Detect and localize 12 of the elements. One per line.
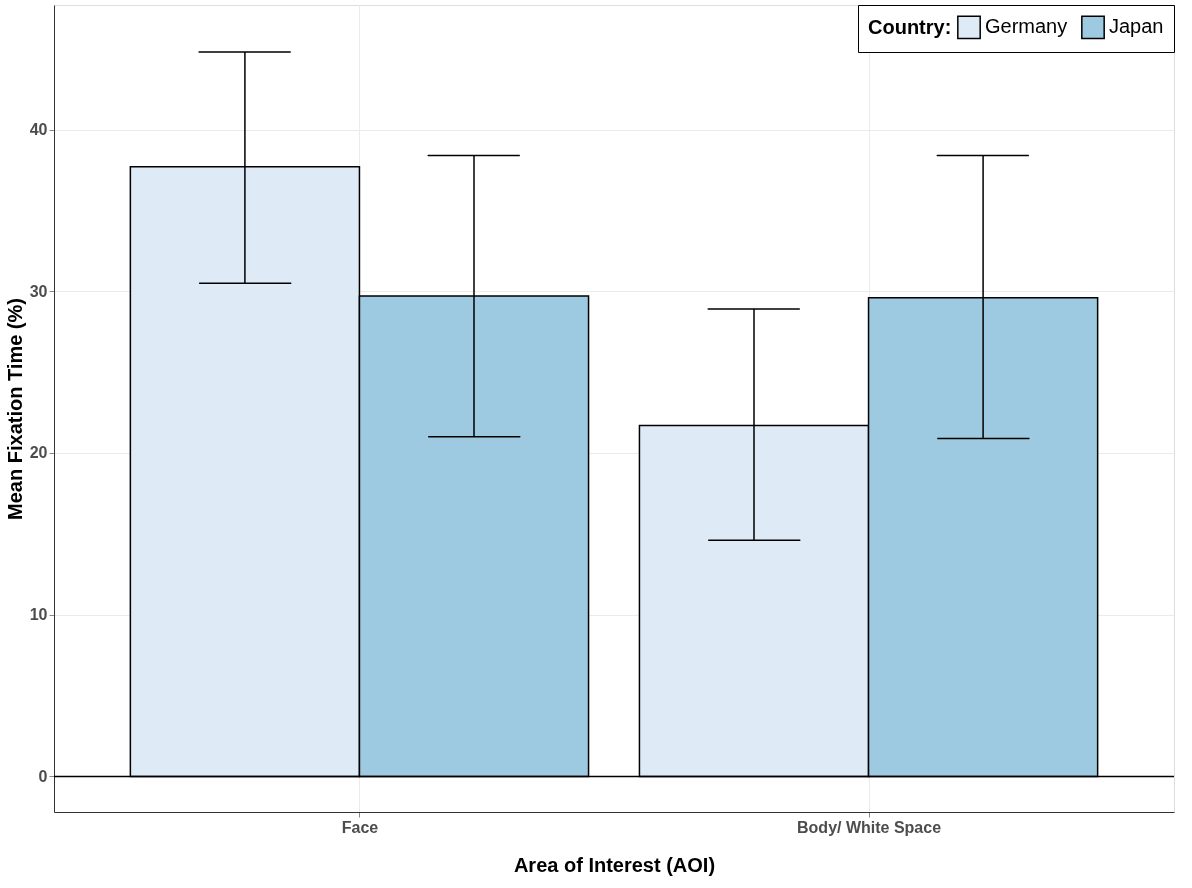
x-axis-title: Area of Interest (AOI) xyxy=(513,853,716,876)
y-tick-label: 10 xyxy=(29,606,48,624)
legend-label: Germany xyxy=(985,15,1068,38)
legend-label: Japan xyxy=(1109,15,1164,38)
legend-title: Country: xyxy=(868,16,952,38)
x-tick-label: Body/ White Space xyxy=(797,818,942,836)
y-tick-label: 40 xyxy=(29,121,48,139)
y-tick-label: 0 xyxy=(38,767,48,785)
y-axis-title: Mean Fixation Time (%) xyxy=(3,298,26,520)
y-tick-label: 20 xyxy=(29,444,48,462)
x-tick-label: Face xyxy=(341,818,379,836)
y-tick-label: 30 xyxy=(29,282,48,300)
